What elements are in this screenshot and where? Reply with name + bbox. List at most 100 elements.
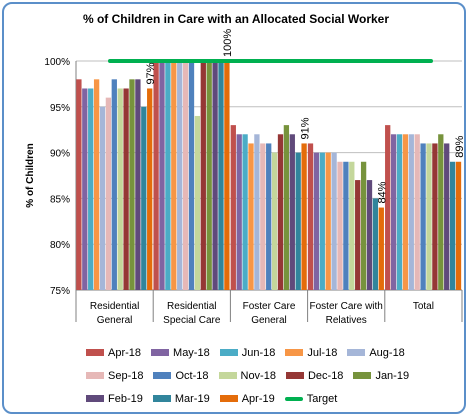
bar (248, 143, 254, 290)
x-tick-label: Total (413, 301, 434, 312)
y-tick-label: 100% (44, 57, 70, 68)
x-tick-label: General (251, 315, 287, 326)
bar (385, 125, 391, 291)
data-label: 91% (299, 117, 311, 139)
bar (260, 143, 266, 290)
legend-row: Sep-18 Oct-18 Nov-18 Dec-18 Jan-19 (86, 364, 466, 387)
bar (171, 61, 177, 290)
legend-swatch (86, 372, 104, 379)
y-axis-title: % of Children (25, 143, 36, 207)
legend-swatch (353, 372, 372, 379)
y-tick-label: 90% (50, 149, 70, 160)
legend-item: Apr-18 (86, 347, 141, 359)
bar (212, 61, 218, 290)
legend-label: Sep-18 (108, 369, 144, 382)
legend-item: Nov-18 (218, 370, 276, 382)
bar (218, 61, 224, 290)
legend-label: Jul-18 (307, 346, 338, 359)
bar (408, 134, 414, 290)
bar (254, 134, 260, 290)
bar (366, 180, 373, 290)
bar (349, 161, 355, 290)
bar (200, 61, 206, 290)
x-tick-label: General (97, 315, 133, 326)
x-tick-label: Relatives (326, 315, 367, 326)
bar (449, 161, 456, 290)
y-tick-label: 95% (50, 103, 70, 114)
legend-label: Aug-18 (369, 346, 405, 359)
legend-swatch (284, 396, 303, 401)
legend-row: Apr-18 May-18 Jun-18 Jul-18 Aug-18 (86, 341, 466, 364)
legend-label: Apr-19 (241, 392, 275, 405)
legend-item: Jun-18 (219, 347, 275, 359)
legend-swatch (285, 349, 304, 356)
y-tick-label: 85% (50, 194, 70, 205)
bar (271, 152, 278, 290)
legend-item: Apr-19 (219, 392, 275, 405)
bar (224, 61, 230, 290)
legend-swatch (152, 395, 171, 402)
bar (396, 134, 403, 290)
legend-item: Jan-19 (353, 370, 409, 382)
bar (420, 143, 426, 290)
bar (153, 61, 159, 290)
x-tick-label: Special Care (163, 315, 221, 326)
bar (414, 134, 420, 290)
bar (337, 161, 343, 290)
x-tick-label: Residential (167, 301, 216, 312)
bar (455, 161, 462, 290)
legend-label: Apr-18 (108, 346, 142, 359)
bar (319, 152, 325, 290)
bar (141, 106, 147, 290)
bar (307, 143, 314, 290)
legend-item: Jul-18 (285, 347, 337, 359)
bar (88, 88, 94, 290)
bar (295, 152, 301, 290)
bar (432, 143, 438, 290)
legend-item: Oct-18 (153, 370, 209, 382)
bar (301, 143, 307, 290)
bar (230, 125, 236, 291)
bar (236, 134, 242, 290)
legend-item: Target (284, 392, 338, 405)
legend-item: Sep-18 (86, 370, 143, 382)
bar (123, 88, 129, 290)
x-tick-label: Residential (90, 301, 139, 312)
bar (426, 143, 432, 290)
bar (242, 134, 248, 290)
bar (111, 79, 117, 290)
bar (266, 143, 272, 290)
chart-legend: Apr-18 May-18 Jun-18 Jul-18 Aug-18 Sep-18 Oct-… (86, 341, 466, 410)
legend-item: Feb-19 (86, 393, 143, 405)
data-label: 100% (222, 29, 234, 57)
legend-swatch (347, 349, 366, 356)
data-label: 89% (454, 136, 466, 158)
bar (99, 106, 106, 290)
bar (105, 97, 112, 290)
legend-swatch (86, 395, 104, 402)
bar (188, 61, 195, 290)
legend-label: Dec-18 (307, 369, 344, 382)
legend-swatch (153, 372, 172, 379)
data-label: 84% (377, 181, 389, 203)
legend-label: May-18 (173, 346, 210, 359)
bar (331, 152, 337, 290)
y-tick-label: 75% (50, 286, 70, 297)
legend-item: May-18 (151, 347, 210, 359)
bar (283, 125, 290, 291)
legend-label: Target (306, 392, 338, 405)
x-tick-label: Foster Care with (310, 301, 383, 312)
legend-swatch (151, 349, 170, 356)
bar (182, 61, 189, 290)
chart-plot: 75% 80% 85% 90% 95% 100% % of Children Resident… (25, 29, 466, 326)
legend-label: Jan-19 (375, 369, 410, 382)
bar (313, 152, 320, 290)
bar (402, 134, 409, 290)
legend-label: Mar-19 (174, 392, 210, 405)
bar (76, 79, 82, 290)
x-tick-label: Foster Care (243, 301, 296, 312)
bar (165, 61, 171, 290)
chart-title: % of Children in Care with an Allocated … (82, 12, 390, 26)
bar (378, 207, 384, 290)
bar (206, 61, 212, 290)
